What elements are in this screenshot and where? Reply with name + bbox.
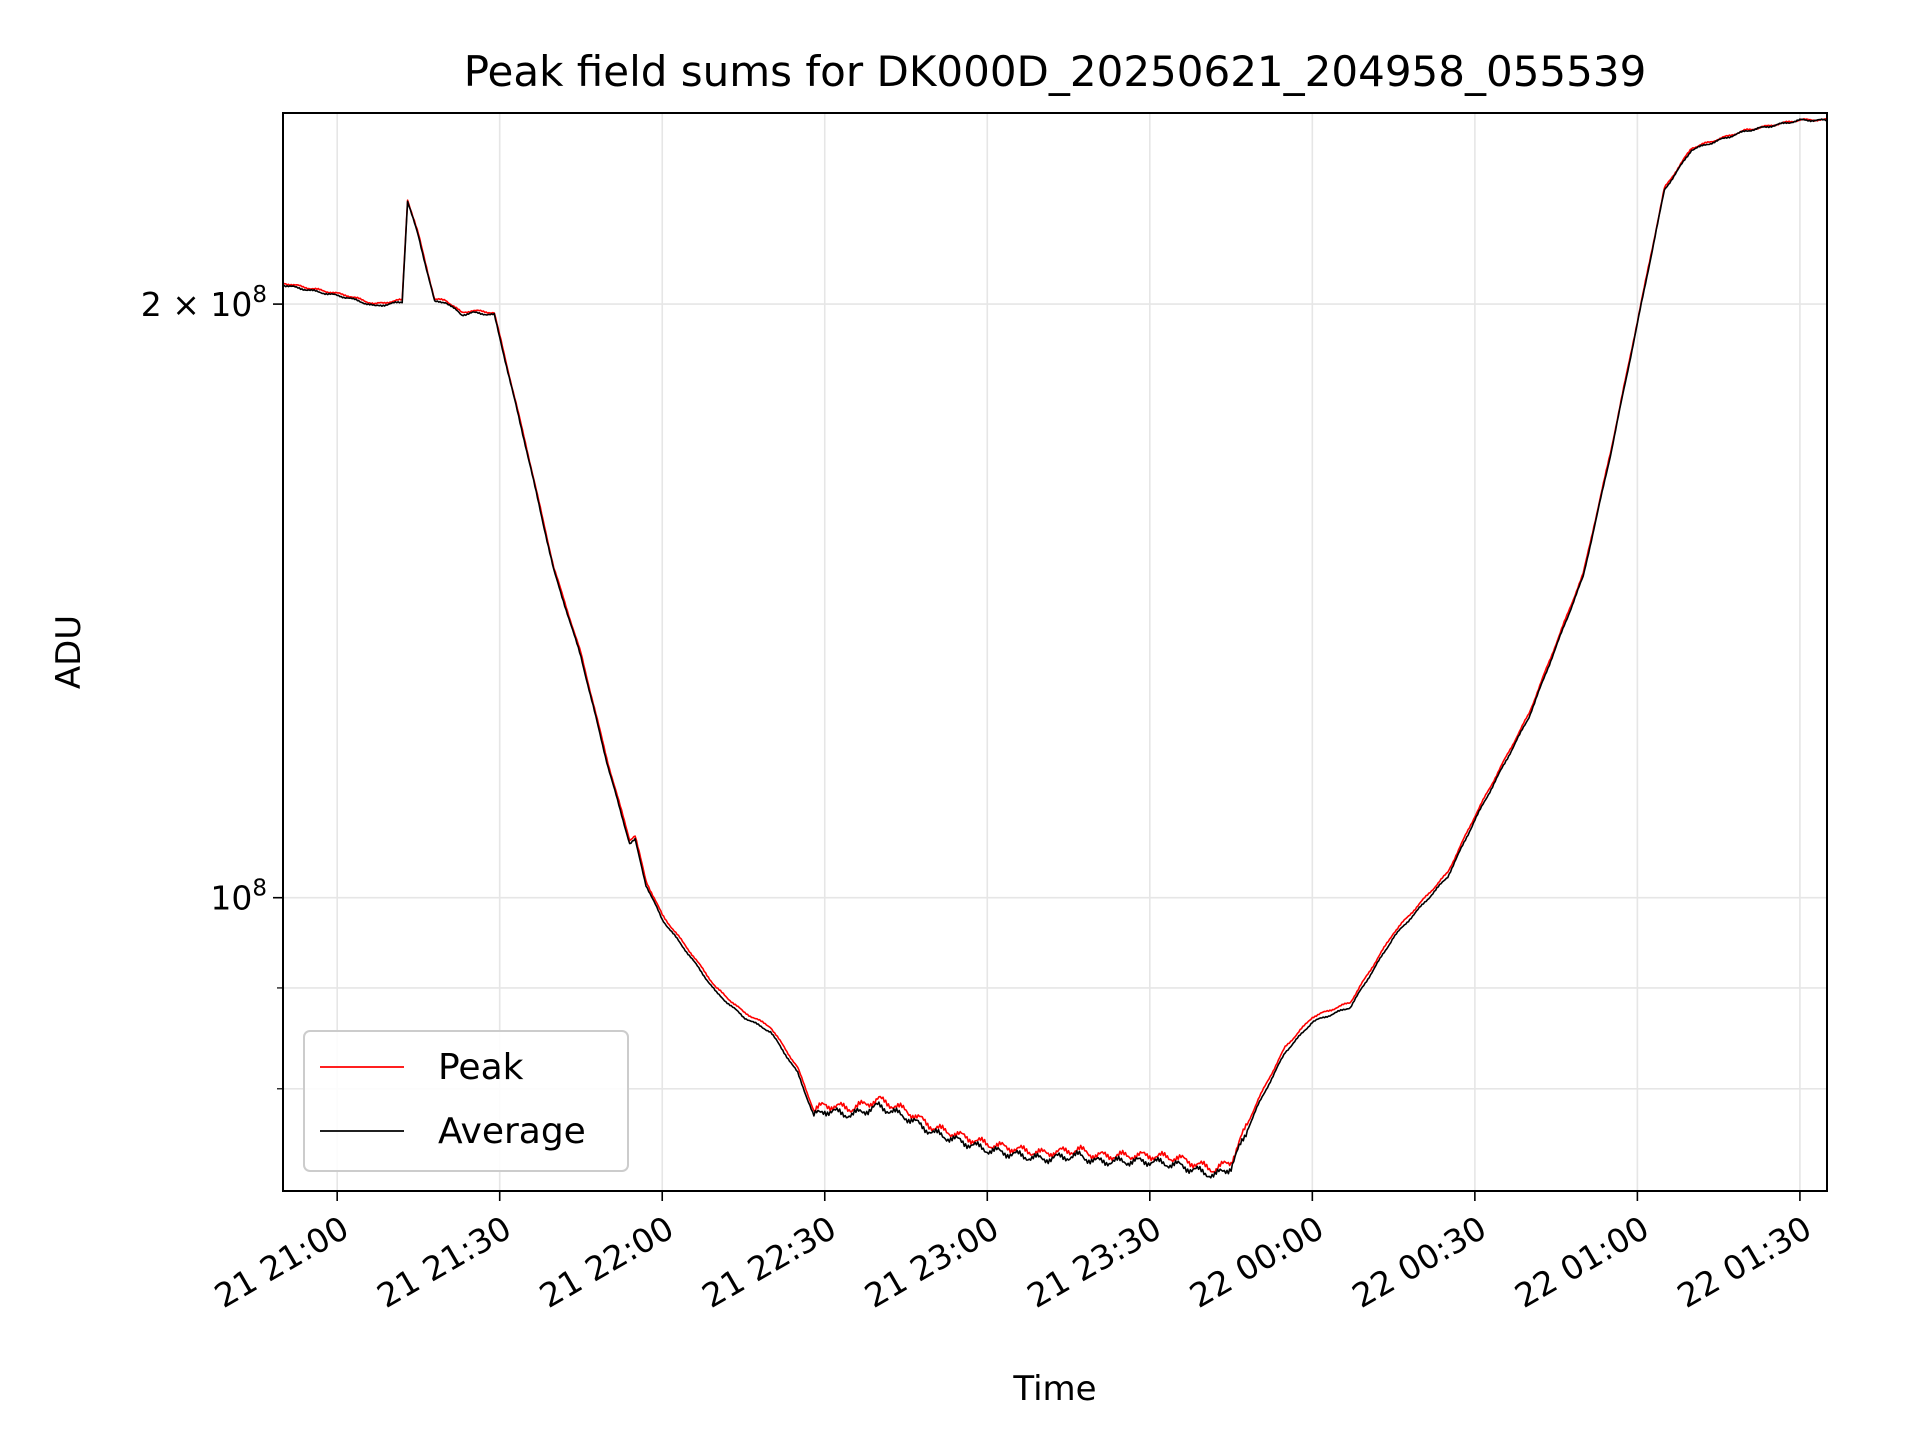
chart-title: Peak field sums for DK000D_20250621_2049… xyxy=(464,47,1647,96)
series-line-average xyxy=(282,118,1828,1179)
legend-label-average: Average xyxy=(438,1111,586,1152)
y-tick-label: 2 × 108 xyxy=(141,282,267,324)
x-tick-label: 21 21:00 xyxy=(208,1208,355,1316)
x-tick-label: 22 01:30 xyxy=(1671,1208,1818,1316)
legend-label-peak: Peak xyxy=(438,1047,524,1088)
x-tick-label: 21 22:30 xyxy=(695,1208,842,1316)
x-tick-label: 22 00:00 xyxy=(1183,1208,1330,1316)
x-axis-label: Time xyxy=(1012,1369,1096,1409)
legend: Peak Average xyxy=(303,1030,629,1172)
x-tick-label: 21 21:30 xyxy=(370,1208,517,1316)
x-tick-label: 22 01:00 xyxy=(1508,1208,1655,1316)
plot-frame xyxy=(282,112,1828,1192)
legend-box xyxy=(303,1030,629,1172)
y-axis: 108 2 × 108 xyxy=(141,282,283,1090)
x-axis: 21 21:00 21 21:30 21 22:00 21 22:30 21 23:00… xyxy=(208,1191,1818,1316)
grid xyxy=(283,113,1827,1191)
x-tick-label: 21 23:00 xyxy=(858,1208,1005,1316)
x-tick-label: 22 00:30 xyxy=(1346,1208,1493,1316)
x-tick-label: 21 23:30 xyxy=(1020,1208,1167,1316)
series-layer xyxy=(282,117,1828,1179)
series-line-peak xyxy=(282,117,1828,1174)
y-tick-label: 108 xyxy=(210,876,267,918)
x-tick-label: 21 22:00 xyxy=(533,1208,680,1316)
y-axis-label: ADU xyxy=(49,615,89,689)
